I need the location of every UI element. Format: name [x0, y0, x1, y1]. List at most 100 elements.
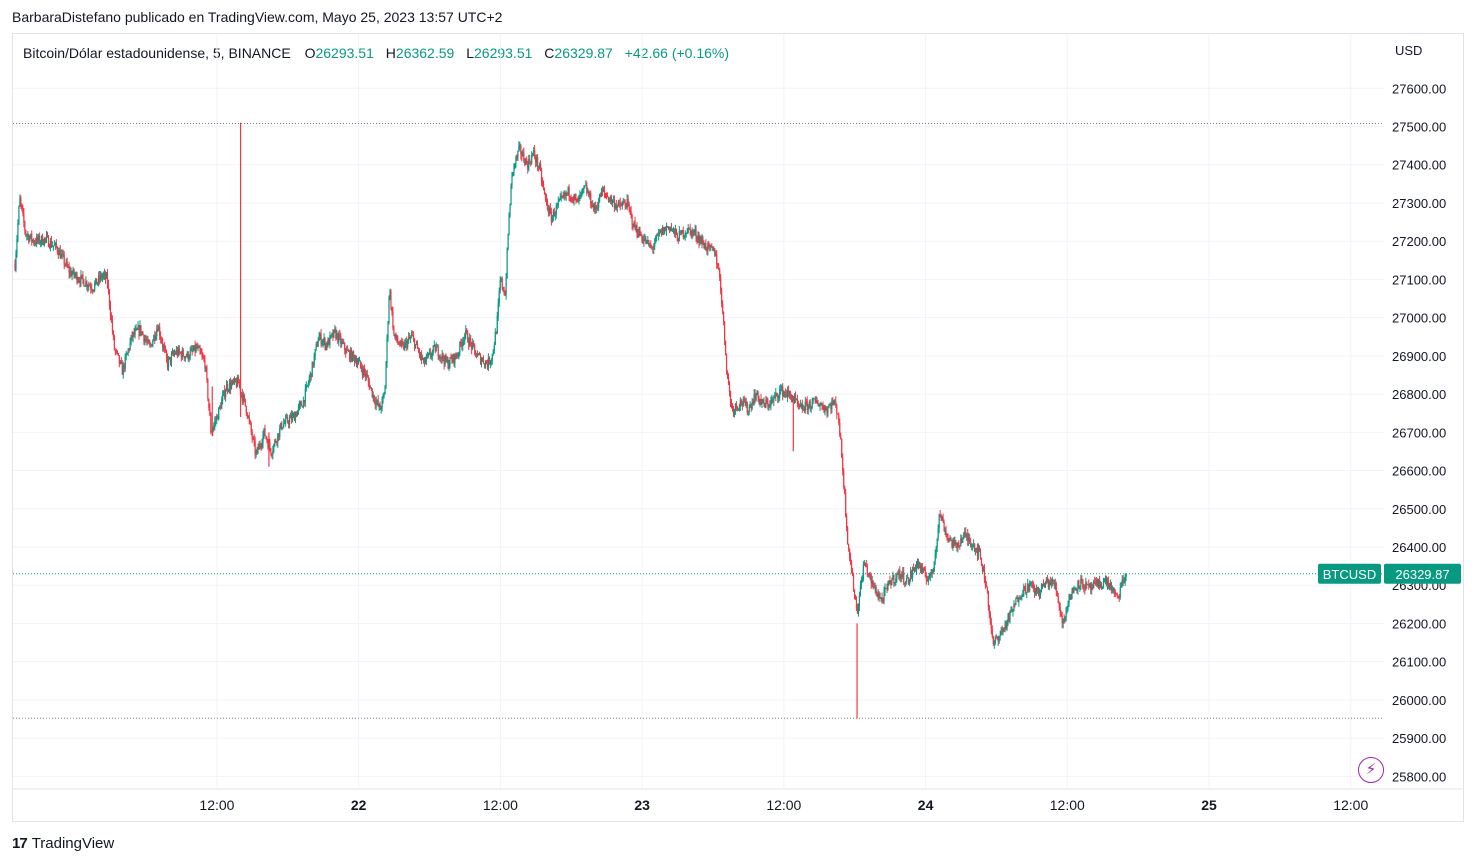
candle-body	[685, 233, 687, 235]
candle-body	[1090, 583, 1092, 590]
candle-body	[193, 345, 195, 351]
candle-body	[152, 341, 154, 347]
candle-body	[327, 339, 329, 347]
candle-body	[350, 349, 352, 360]
candle-body	[1035, 592, 1037, 594]
candle-body	[70, 270, 72, 277]
candle-body	[571, 199, 573, 201]
candle-body	[990, 622, 992, 630]
candle-body	[957, 542, 959, 548]
candle-body	[572, 200, 574, 202]
candle-body	[187, 352, 189, 360]
candle-body	[598, 202, 600, 208]
candle-body	[1072, 590, 1074, 593]
candle-body	[726, 372, 729, 378]
candle-body	[81, 274, 83, 276]
candle-body	[465, 329, 467, 335]
candle-body	[803, 408, 805, 411]
candle-body	[1007, 614, 1009, 621]
candle-body	[932, 571, 934, 573]
candle-body	[819, 404, 821, 406]
candle-body	[72, 269, 74, 274]
candle-body	[47, 236, 50, 247]
candle-body	[132, 332, 134, 338]
candle-body	[1015, 598, 1017, 605]
candle-body	[1112, 588, 1114, 590]
price-axis[interactable]: 25800.00 25900.00 26000.00 26100.00 26200.00…	[1385, 81, 1463, 821]
candle-body	[996, 636, 998, 639]
candle-body	[436, 346, 438, 348]
candle-body	[699, 238, 701, 244]
candle-body	[222, 395, 224, 401]
candle-body	[374, 401, 376, 405]
candle-body	[252, 438, 254, 440]
last-price-bg	[1384, 563, 1461, 584]
candle-body	[873, 587, 875, 589]
candle-body	[1073, 589, 1075, 593]
candle-body	[140, 325, 142, 334]
candle-body	[592, 204, 594, 208]
candle-body	[798, 405, 800, 408]
candle-body	[642, 240, 644, 243]
symbol-title[interactable]: Bitcoin/Dólar estadounidense, 5, BINANCE	[23, 45, 291, 61]
candle-body	[71, 273, 73, 277]
candle-body	[844, 486, 846, 493]
currency-unit[interactable]: USD	[1395, 43, 1423, 58]
candle-body	[1074, 589, 1076, 591]
candle-body	[847, 527, 849, 545]
open-value: 26293.51	[315, 45, 374, 61]
candle-body	[454, 353, 456, 364]
price-tick-label: 25900.00	[1392, 731, 1446, 746]
candle-body	[883, 590, 885, 602]
candle-body	[591, 204, 593, 208]
candle-body	[1095, 582, 1097, 584]
candle-body	[914, 567, 917, 571]
candle-body	[944, 530, 946, 532]
candle-body	[1097, 580, 1099, 587]
candle-body	[903, 572, 905, 583]
candle-body	[115, 350, 117, 352]
candle-body	[715, 254, 717, 256]
candle-body	[317, 340, 319, 347]
candle-body	[530, 162, 532, 164]
candle-body	[692, 230, 694, 233]
candle-body	[311, 362, 313, 378]
candle-body	[146, 340, 148, 342]
candle-body	[662, 227, 665, 235]
footer-brand[interactable]: 17 TradingView	[12, 835, 114, 852]
candle-body	[190, 348, 192, 351]
candle-body	[349, 350, 351, 360]
candle-body	[721, 290, 723, 304]
candle-body	[225, 391, 227, 398]
candle-body	[879, 597, 881, 599]
candle-body	[28, 234, 30, 242]
candle-body	[370, 387, 372, 389]
candle-body	[65, 261, 67, 265]
candle-body	[292, 414, 295, 416]
candle-body	[675, 229, 677, 235]
candle-body	[769, 404, 771, 406]
candle-body	[46, 235, 49, 237]
time-axis[interactable]: 12:00 22 12:00 23 12:00 24 12:00 25 12:00	[13, 788, 1463, 813]
candle-body	[142, 332, 144, 335]
candle-body	[286, 416, 288, 418]
candle-body	[1023, 586, 1025, 595]
candle-body	[905, 581, 907, 583]
candle-body	[1026, 592, 1028, 594]
candle-body	[260, 445, 262, 447]
price-tick-label: 27000.00	[1392, 311, 1446, 326]
candle-body	[509, 205, 511, 215]
candle-body	[896, 574, 898, 579]
candle-body	[802, 408, 804, 410]
candle-body	[404, 342, 406, 350]
candle-body	[111, 320, 114, 332]
candle-body	[856, 606, 859, 614]
candle-body	[984, 579, 987, 585]
symbol-tag-label: BTCUSD	[1323, 567, 1376, 582]
candle-body	[724, 341, 727, 355]
candle-body	[541, 181, 544, 184]
candle-body	[971, 545, 973, 547]
candle-body	[1088, 584, 1090, 587]
lightning-icon[interactable]: ⚡	[1358, 757, 1384, 783]
